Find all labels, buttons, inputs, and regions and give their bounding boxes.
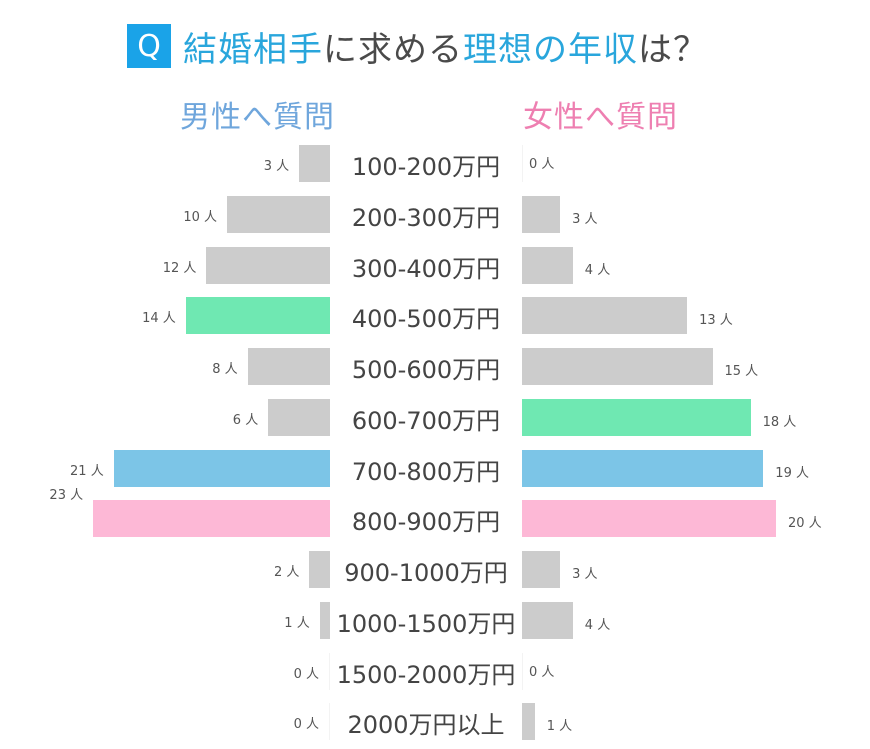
category-label: 200-300万円 bbox=[351, 203, 501, 232]
women-bar bbox=[522, 500, 776, 538]
men-bar bbox=[319, 601, 330, 639]
men-bar bbox=[93, 500, 330, 538]
title-part: に求める bbox=[323, 29, 463, 70]
category-label: 700-800万円 bbox=[351, 457, 501, 486]
women-bar bbox=[522, 145, 523, 182]
question-badge: Q bbox=[127, 24, 171, 68]
women-value-label: 0 人 bbox=[529, 157, 555, 172]
category-label: 100-200万円 bbox=[351, 153, 501, 181]
women-header: 女性へ質問 bbox=[523, 100, 678, 135]
men-value-label: 23 人 bbox=[49, 488, 84, 504]
chart-row: 8 人 500-600万円 15 人 bbox=[0, 348, 870, 386]
women-value-label: 3 人 bbox=[572, 567, 598, 582]
chart-row: 23 人 800-900万円 20 人 bbox=[0, 488, 870, 538]
women-value-label: 1 人 bbox=[546, 719, 573, 735]
men-bar bbox=[309, 551, 330, 588]
category-label: 500-600万円 bbox=[351, 356, 501, 384]
women-value-label: 0 人 bbox=[529, 664, 555, 680]
men-value-label: 2 人 bbox=[274, 565, 300, 580]
chart-title: Q 結婚相手に求める理想の年収は？ bbox=[127, 22, 708, 70]
women-value-label: 18 人 bbox=[762, 414, 797, 430]
men-value-label: 8 人 bbox=[212, 362, 238, 377]
men-bar bbox=[247, 348, 330, 385]
men-bar bbox=[329, 652, 330, 690]
men-value-label: 0 人 bbox=[293, 666, 319, 682]
women-value-label: 4 人 bbox=[584, 262, 611, 278]
title-text: 結婚相手に求める理想の年収は？ bbox=[183, 22, 708, 71]
chart-row: 10 人 200-300万円 3 人 bbox=[0, 195, 870, 234]
men-bar bbox=[113, 449, 330, 487]
chart-row: 2 人 900-1000万円 3 人 bbox=[0, 551, 870, 589]
men-bar bbox=[329, 703, 330, 741]
women-bar bbox=[522, 551, 561, 588]
men-value-label: 6 人 bbox=[232, 412, 259, 428]
title-part: は？ bbox=[638, 29, 708, 70]
men-value-label: 21 人 bbox=[70, 463, 104, 479]
chart-row: 14 人 400-500万円 13 人 bbox=[0, 297, 870, 335]
men-bar bbox=[299, 145, 330, 182]
men-value-label: 3 人 bbox=[263, 159, 290, 174]
women-value-label: 3 人 bbox=[572, 211, 598, 227]
category-label: 900-1000万円 bbox=[344, 559, 508, 587]
category-label: 2000万円以上 bbox=[347, 711, 505, 740]
women-value-label: 19 人 bbox=[775, 465, 809, 481]
women-bar bbox=[522, 601, 573, 639]
men-bar bbox=[185, 297, 330, 335]
chart-row: 1 人 1000-1500万円 4 人 bbox=[0, 601, 870, 640]
women-bar bbox=[522, 348, 713, 385]
category-label: 600-700万円 bbox=[351, 406, 501, 435]
title-part: 結婚相手 bbox=[183, 29, 323, 70]
chart-row: 12 人 300-400万円 4 人 bbox=[0, 246, 870, 285]
category-label: 800-900万円 bbox=[351, 508, 501, 537]
women-bar bbox=[522, 652, 523, 690]
men-value-label: 0 人 bbox=[293, 717, 319, 733]
chart-row: 3 人 100-200万円 0 人 bbox=[0, 145, 870, 183]
chart-row: 6 人 600-700万円 18 人 bbox=[0, 398, 870, 437]
title-part: 理想の年収 bbox=[463, 29, 638, 70]
women-value-label: 4 人 bbox=[584, 617, 611, 633]
women-bar bbox=[522, 297, 688, 335]
women-bar bbox=[522, 703, 535, 741]
category-label: 400-500万円 bbox=[351, 305, 501, 334]
men-bar bbox=[227, 195, 330, 233]
category-label: 300-400万円 bbox=[351, 254, 501, 283]
men-header: 男性へ質問 bbox=[180, 100, 335, 135]
chart-row: 21 人 700-800万円 19 人 bbox=[0, 449, 870, 488]
men-value-label: 12 人 bbox=[162, 260, 197, 276]
women-bar bbox=[522, 246, 573, 284]
men-value-label: 1 人 bbox=[284, 615, 310, 631]
men-value-label: 10 人 bbox=[183, 209, 217, 225]
chart-row: 0 人 1500-2000万円 0 人 bbox=[0, 652, 870, 691]
chart-row: 0 人 2000万円以上 1 人 bbox=[0, 703, 870, 741]
women-bar bbox=[522, 449, 764, 487]
category-label: 1500-2000万円 bbox=[336, 660, 516, 689]
women-value-label: 13 人 bbox=[699, 313, 733, 329]
women-value-label: 15 人 bbox=[724, 364, 759, 379]
women-bar bbox=[522, 195, 561, 233]
men-bar bbox=[206, 246, 330, 284]
women-bar bbox=[522, 398, 751, 436]
men-bar bbox=[268, 398, 330, 436]
women-value-label: 20 人 bbox=[788, 516, 822, 532]
category-label: 1000-1500万円 bbox=[336, 609, 516, 638]
men-value-label: 14 人 bbox=[142, 311, 176, 327]
